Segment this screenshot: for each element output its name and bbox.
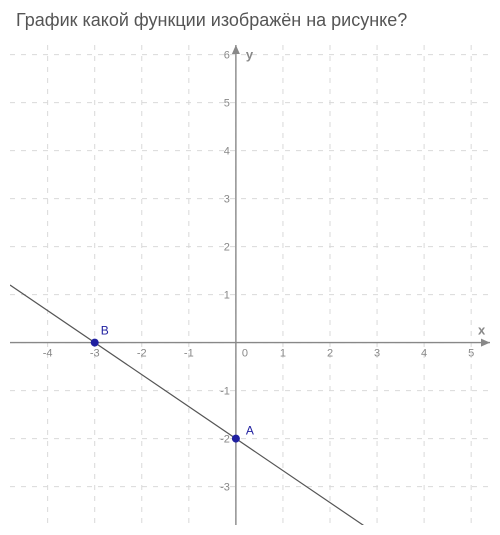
svg-text:y: y <box>246 47 254 62</box>
svg-text:-1: -1 <box>184 348 194 360</box>
svg-text:5: 5 <box>224 98 230 110</box>
svg-text:B: B <box>101 324 109 338</box>
svg-text:5: 5 <box>468 348 474 360</box>
svg-text:3: 3 <box>224 194 230 206</box>
svg-text:-3: -3 <box>220 482 230 494</box>
svg-text:-1: -1 <box>220 386 230 398</box>
svg-text:1: 1 <box>280 348 286 360</box>
svg-text:-3: -3 <box>90 348 100 360</box>
problem-container: График какой функции изображён на рисунк… <box>10 10 500 525</box>
svg-text:-4: -4 <box>43 348 53 360</box>
chart-svg: -4 -3 -2 -1 0 1 2 3 4 5 -3 -2 -1 1 2 3 4 5 6 x y A B <box>10 45 490 525</box>
svg-text:3: 3 <box>374 348 380 360</box>
svg-text:x: x <box>478 323 486 338</box>
svg-text:6: 6 <box>224 50 230 62</box>
svg-text:-2: -2 <box>220 434 230 446</box>
svg-text:2: 2 <box>327 348 333 360</box>
svg-text:A: A <box>246 424 254 438</box>
svg-text:-2: -2 <box>137 348 147 360</box>
svg-text:4: 4 <box>224 146 230 158</box>
svg-text:4: 4 <box>421 348 427 360</box>
svg-text:1: 1 <box>224 290 230 302</box>
question-text: График какой функции изображён на рисунк… <box>16 10 500 31</box>
svg-text:0: 0 <box>242 348 248 360</box>
function-graph: -4 -3 -2 -1 0 1 2 3 4 5 -3 -2 -1 1 2 3 4 5 6 x y A B <box>10 45 490 525</box>
svg-text:2: 2 <box>224 242 230 254</box>
